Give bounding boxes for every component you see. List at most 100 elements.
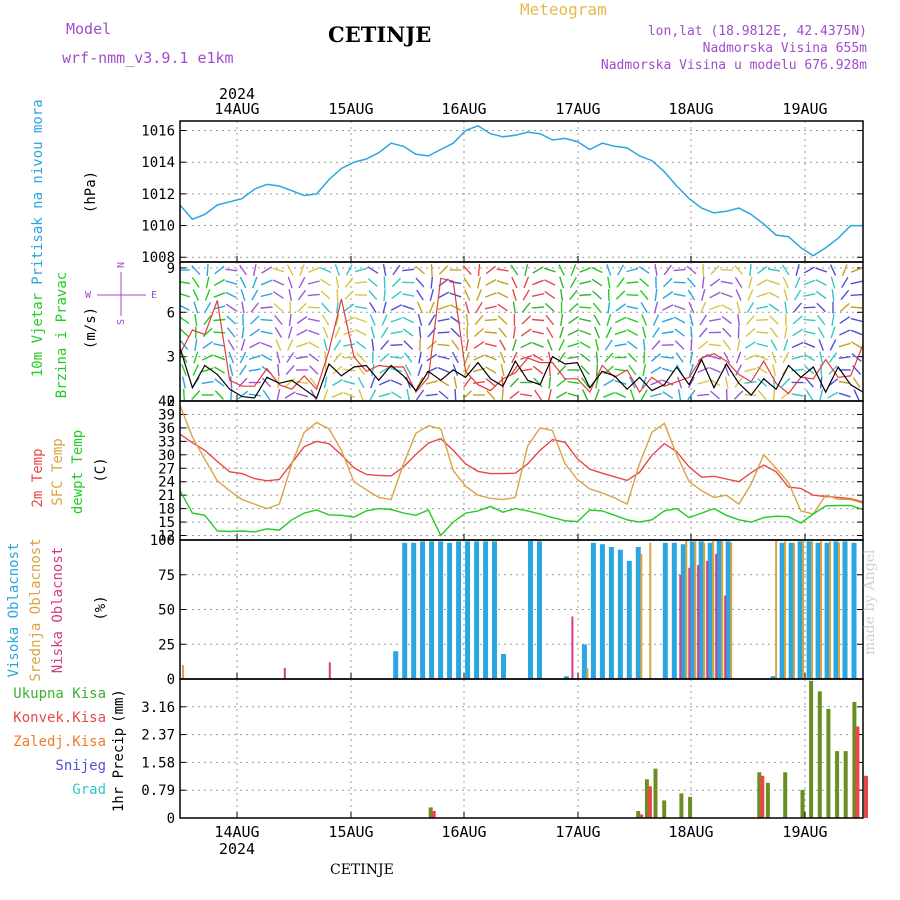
wind-arrow-249 [437, 355, 450, 360]
wind-arrow-247 [437, 331, 450, 334]
wind-arrow-388 [592, 302, 602, 313]
wind-arrow-329 [520, 393, 533, 397]
bar-precip-total-67 [757, 772, 762, 818]
wind-arrow-63 [239, 364, 247, 376]
bar-cloud-high-43 [563, 676, 569, 679]
wind-arrow-366 [568, 302, 579, 313]
wind-arrow-54 [230, 388, 233, 401]
wind-arrow-401 [605, 326, 612, 339]
wind-arrow-149 [333, 339, 342, 351]
ytick-label-temperature-3: 21 [158, 488, 175, 504]
wind-arrow-573 [794, 276, 801, 289]
wind-arrow-216 [404, 352, 413, 363]
wind-arrow-421 [626, 305, 639, 310]
wind-arrow-297 [496, 268, 509, 272]
wind-arrow-158 [343, 316, 355, 324]
ytick-label-temperature-2: 18 [158, 502, 175, 518]
wind-arrow-604 [819, 389, 824, 401]
wind-arrow-190 [382, 301, 387, 314]
wind-arrow-596 [815, 290, 827, 300]
wind-arrow-90 [273, 291, 284, 299]
wind-direction-arrows [180, 263, 863, 401]
wind-arrow-30 [201, 367, 214, 373]
wind-arrow-337 [532, 353, 544, 362]
wind-arrow-95 [276, 351, 281, 364]
wind-arrow-347 [546, 339, 553, 351]
wind-arrow-532 [745, 314, 755, 326]
wind-arrow-207 [390, 379, 403, 386]
bar-cloud-high-71 [815, 542, 821, 679]
bar-cloud-high-47 [599, 544, 605, 679]
wind-arrow-525 [735, 364, 743, 376]
wind-key-west: W [85, 290, 92, 301]
bar-cloud-mid-67 [784, 541, 787, 679]
wind-arrow-125 [307, 318, 320, 322]
wind-arrow-86 [261, 377, 272, 388]
wind-arrow-583 [803, 266, 815, 274]
wind-arrow-110 [299, 264, 305, 276]
wind-arrow-310 [512, 289, 517, 301]
wind-arrow-474 [686, 277, 696, 288]
wind-arrow-219 [406, 388, 411, 401]
bar-cloud-mid-51 [640, 553, 643, 679]
wind-arrow-103 [288, 313, 292, 327]
wind-arrow-24 [204, 289, 211, 301]
wind-arrow-612 [828, 352, 838, 363]
wind-arrow-232 [430, 276, 434, 289]
bar-cloud-high-34 [483, 541, 489, 679]
wind-arrow-389 [593, 314, 601, 326]
wind-arrow-107 [285, 365, 295, 375]
wind-arrow-323 [521, 315, 532, 325]
wind-arrow-625 [838, 380, 851, 385]
wind-arrow-287 [485, 278, 497, 287]
wind-arrow-610 [830, 326, 836, 339]
wind-arrow-567 [783, 339, 789, 351]
wind-arrow-10 [182, 388, 186, 401]
wind-arrow-62 [239, 351, 247, 364]
bar-precip-conv-78 [855, 726, 860, 818]
bottom-day-label-2: 16AUG [441, 823, 486, 841]
wind-arrow-419 [626, 281, 639, 284]
bottom-day-label-1: 15AUG [328, 823, 373, 841]
ylabel-dewpt: dewpt Temp [70, 430, 86, 514]
wind-arrow-273 [463, 377, 472, 388]
wind-arrow-513 [723, 351, 731, 364]
wind-arrow-396 [606, 264, 612, 276]
wind-arrow-169 [355, 317, 367, 323]
wind-arrow-395 [594, 389, 600, 401]
wind-arrow-296 [486, 390, 496, 400]
bar-precip-total-54 [644, 779, 649, 818]
wind-arrow-322 [521, 302, 531, 313]
wind-arrow-41 [213, 366, 225, 374]
ytick-label-temperature-10: 42 [158, 394, 175, 410]
wind-arrow-114 [296, 315, 308, 325]
wind-arrow-636 [852, 377, 861, 388]
wind-arrow-552 [768, 291, 780, 299]
wind-arrow-444 [652, 314, 660, 326]
wind-arrow-168 [354, 305, 368, 310]
wind-arrow-331 [532, 279, 544, 286]
wind-arrow-362 [556, 391, 568, 399]
wind-arrow-299 [496, 291, 509, 299]
wind-arrow-512 [722, 339, 731, 351]
wind-arrow-49 [226, 327, 236, 338]
wind-arrow-537 [744, 381, 757, 384]
wind-arrow-38 [213, 331, 226, 334]
wind-arrow-490 [698, 340, 709, 350]
wind-arrow-632 [850, 329, 863, 336]
wind-arrow-523 [736, 338, 741, 352]
wind-arrow-80 [260, 306, 273, 309]
wind-arrow-356 [560, 313, 564, 327]
wind-arrow-561 [781, 264, 790, 276]
wind-arrow-241 [425, 393, 438, 397]
wind-arrow-370 [567, 355, 580, 360]
wind-arrow-307 [501, 388, 504, 401]
bar-cloud-high-31 [456, 541, 462, 679]
ylabel-pressure: Pritisak na nivou mora [30, 99, 46, 284]
wind-arrow-449 [650, 379, 662, 386]
wind-arrow-386 [591, 278, 603, 287]
wind-arrow-345 [545, 314, 555, 326]
wind-arrow-440 [654, 263, 658, 277]
wind-arrow-462 [673, 268, 686, 272]
series-gust-line [179, 277, 864, 395]
